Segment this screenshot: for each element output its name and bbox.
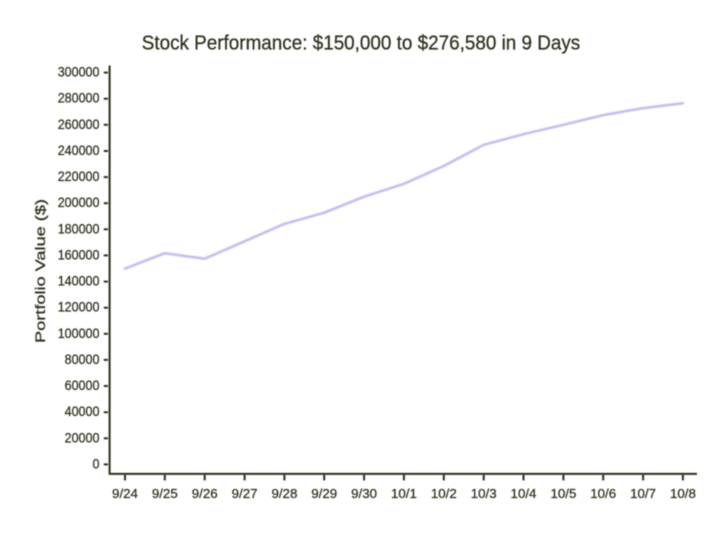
svg-text:9/28: 9/28 <box>271 486 297 501</box>
svg-text:10/1: 10/1 <box>391 486 417 501</box>
svg-text:240000: 240000 <box>58 143 100 158</box>
svg-text:300000: 300000 <box>58 65 100 80</box>
svg-text:160000: 160000 <box>58 247 100 262</box>
svg-text:9/30: 9/30 <box>351 486 377 501</box>
svg-text:180000: 180000 <box>58 221 100 236</box>
svg-text:9/29: 9/29 <box>311 486 337 501</box>
svg-text:20000: 20000 <box>65 430 100 445</box>
svg-text:280000: 280000 <box>58 91 100 106</box>
svg-text:0: 0 <box>93 456 100 471</box>
svg-text:Portfolio Value ($): Portfolio Value ($) <box>33 199 48 343</box>
svg-text:9/25: 9/25 <box>152 486 178 501</box>
svg-text:9/27: 9/27 <box>232 486 258 501</box>
svg-text:100000: 100000 <box>58 326 100 341</box>
svg-text:260000: 260000 <box>58 117 100 132</box>
svg-text:200000: 200000 <box>58 195 100 210</box>
svg-text:9/24: 9/24 <box>112 486 138 501</box>
svg-text:40000: 40000 <box>65 404 100 419</box>
svg-text:10/8: 10/8 <box>670 486 696 501</box>
svg-text:120000: 120000 <box>58 300 100 315</box>
svg-text:9/26: 9/26 <box>192 486 218 501</box>
svg-text:60000: 60000 <box>65 378 100 393</box>
svg-text:Stock Performance: $150,000 to: Stock Performance: $150,000 to $276,580 … <box>142 33 581 55</box>
svg-text:10/7: 10/7 <box>630 486 656 501</box>
svg-text:10/2: 10/2 <box>431 486 457 501</box>
svg-text:10/6: 10/6 <box>590 486 616 501</box>
svg-text:140000: 140000 <box>58 274 100 289</box>
svg-text:10/4: 10/4 <box>511 486 537 501</box>
svg-text:10/3: 10/3 <box>471 486 497 501</box>
svg-text:80000: 80000 <box>65 352 100 367</box>
svg-text:10/5: 10/5 <box>550 486 576 501</box>
svg-text:220000: 220000 <box>58 169 100 184</box>
